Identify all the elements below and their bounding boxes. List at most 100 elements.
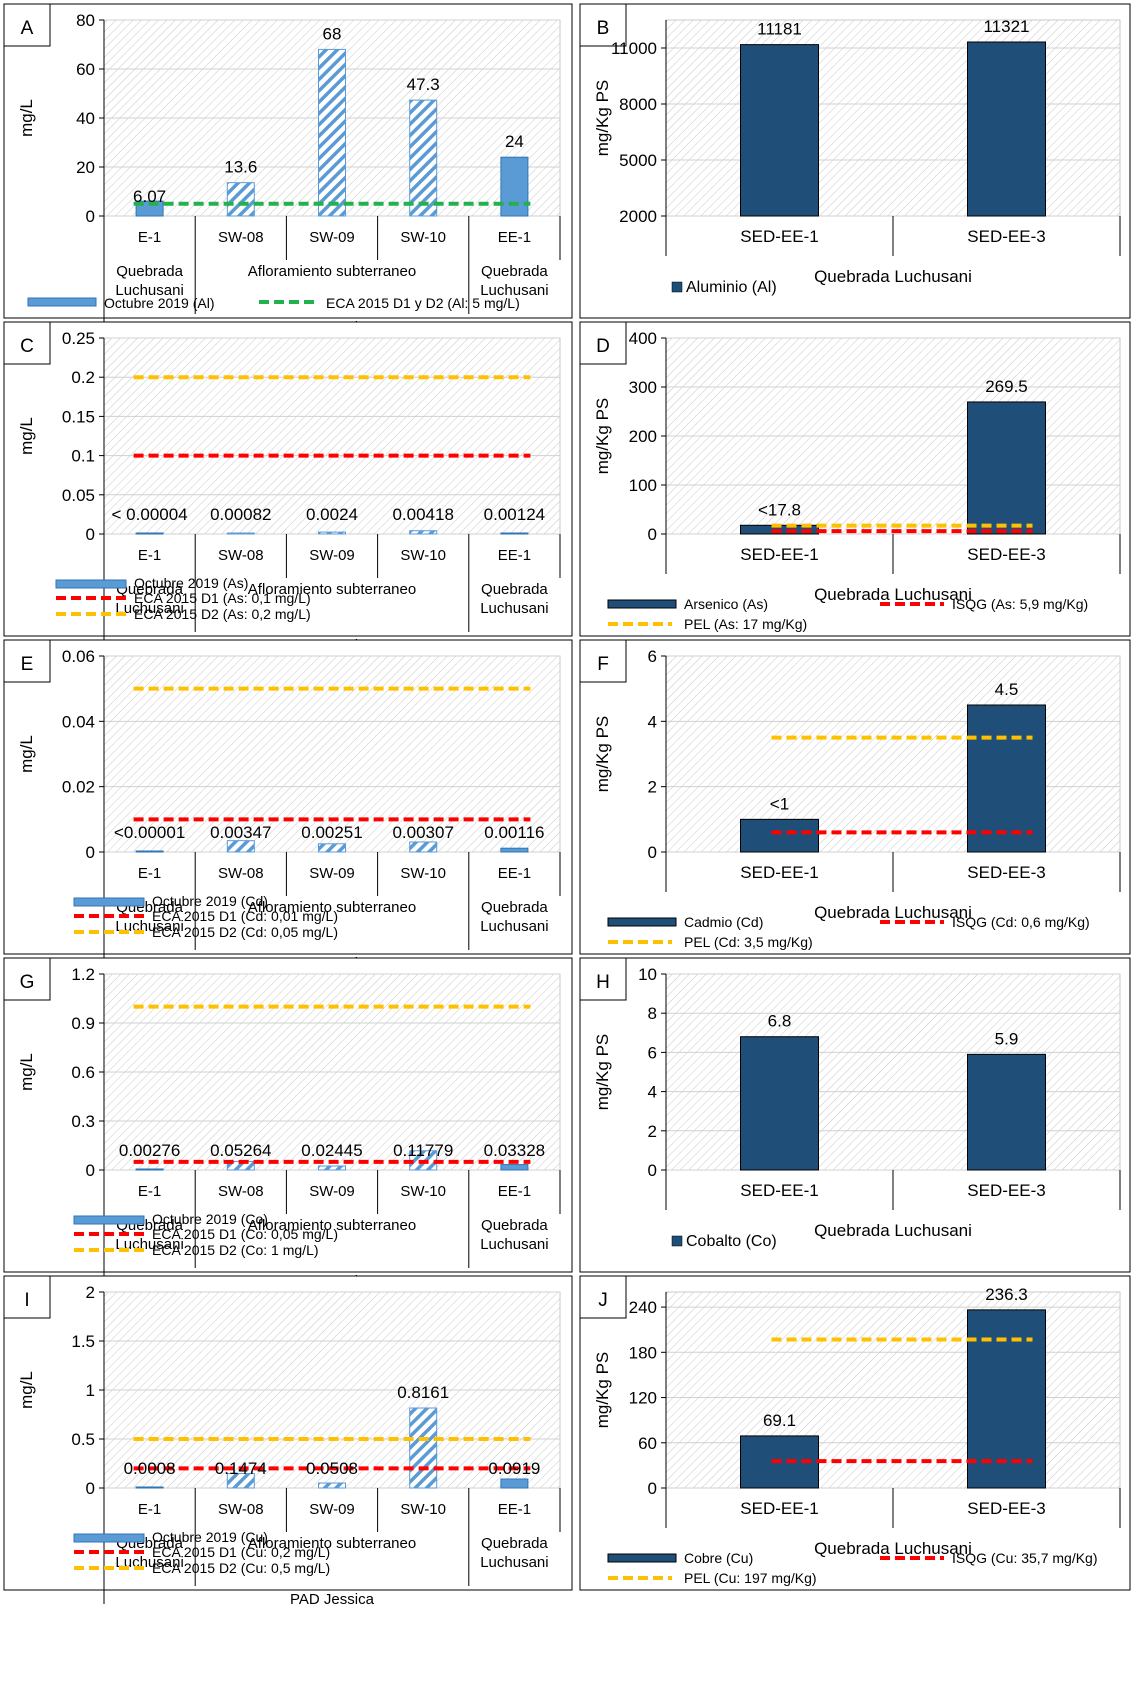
y-tick-label: 0.6: [71, 1063, 95, 1082]
bar-sw-08: [226, 182, 255, 217]
panel-letter: I: [24, 1290, 29, 1311]
category-label: SW-09: [309, 547, 355, 564]
legend-bar-key: [73, 1215, 145, 1225]
category-label: SW-10: [400, 865, 446, 882]
panel-badge: [579, 1275, 627, 1319]
legend-bar-key: [55, 579, 127, 589]
panel-letter: E: [21, 654, 34, 675]
category-label: SED-EE-1: [740, 545, 818, 564]
bar-sed-ee-3: [967, 401, 1046, 535]
y-axis-label: mg/L: [17, 735, 36, 773]
bar-sw-09: [318, 48, 346, 217]
y-tick-label: 8000: [619, 95, 657, 114]
data-label: 0.02445: [301, 1141, 362, 1160]
bar-ee-1: [500, 532, 529, 535]
category-label: EE-1: [498, 229, 531, 246]
bar-sw-09: [318, 531, 346, 535]
y-tick-label: 2: [648, 778, 657, 797]
y-tick-label: 1.2: [71, 965, 95, 984]
data-label: <0.00001: [114, 823, 185, 842]
y-tick-label: 0: [86, 207, 95, 226]
panel-letter: A: [21, 18, 34, 39]
category-label: SW-10: [400, 1501, 446, 1518]
data-label: 0.00124: [484, 505, 545, 524]
category-label: SW-09: [309, 1501, 355, 1518]
panel-badge: [3, 639, 51, 683]
legend-label: Cadmio (Cd): [684, 914, 763, 930]
group-label: Luchusani: [480, 282, 548, 299]
y-tick-label: 11000: [611, 39, 657, 58]
category-label: SW-08: [218, 865, 264, 882]
chart-panel-f: F 0 2 4 6 mg/Kg PS <1 4.5 SED-EE-1 SED-EE-3 Quebra…: [579, 639, 1131, 955]
bar-sed-ee-1: [740, 1036, 819, 1171]
y-tick-label: 8: [648, 1004, 657, 1023]
group-label: Afloramiento subterraneo: [248, 1217, 416, 1234]
bar-ee-1: [500, 1164, 529, 1171]
y-axis-label: mg/Kg PS: [593, 1352, 612, 1429]
category-label: EE-1: [498, 1183, 531, 1200]
bar-sw-09: [318, 843, 346, 853]
group-label: Luchusani: [115, 282, 183, 299]
chart-panel-e: E 0 0.02 0.04 0.06 mg/L <0.00001 0.00347 0.00251…: [3, 639, 573, 972]
bar-sw-09: [318, 1165, 346, 1171]
panel-badge: [579, 639, 627, 683]
data-label: 68: [323, 24, 342, 43]
panel-badge: [3, 1275, 51, 1319]
chart-panel-d: D 0 100 200 300 400 mg/Kg PS <17.8 269.5 SED-EE-1…: [579, 321, 1131, 637]
legend-label: PEL (Cd: 3,5 mg/Kg): [684, 934, 813, 950]
y-tick-label: 2: [648, 1122, 657, 1141]
data-label: <17.8: [758, 500, 801, 519]
chart-panel-b: B 2000 5000 8000 11000 mg/Kg PS 11181 11321 SED-…: [579, 3, 1131, 319]
chart-panel-g: G 0 0.3 0.6 0.9 1.2 mg/L 0.00276 0.05264 0.02445 0…: [3, 957, 573, 1290]
y-tick-label: 4: [648, 712, 657, 731]
legend-label: Arsenico (As): [684, 596, 768, 612]
y-tick-label: 0: [648, 525, 657, 544]
y-tick-label: 0.04: [62, 712, 95, 731]
legend-label: ECA 2015 D2 (Cu: 0,5 mg/L): [152, 1560, 330, 1576]
y-tick-label: 40: [76, 109, 95, 128]
bar-sed-ee-3: [967, 1053, 1046, 1171]
legend-bar-key: [671, 281, 683, 293]
bar-sed-ee-3: [967, 41, 1046, 217]
data-label: 0.1474: [215, 1459, 267, 1478]
panel-letter: B: [597, 18, 610, 39]
y-tick-label: 4: [648, 1083, 657, 1102]
legend-bar-key: [73, 1533, 145, 1543]
legend-label: Cobalto (Co): [686, 1233, 777, 1250]
legend-label: Cobre (Cu): [684, 1550, 753, 1566]
super-group-label: Quebrada Luchusani: [814, 1539, 972, 1558]
panel-letter: D: [596, 336, 610, 357]
panel-badge: [3, 3, 51, 47]
category-label: SW-08: [218, 229, 264, 246]
y-tick-label: 60: [638, 1434, 657, 1453]
y-tick-label: 0.5: [71, 1430, 95, 1449]
category-label: SW-10: [400, 1183, 446, 1200]
category-label: E-1: [138, 547, 161, 564]
bar-e-1: [135, 1168, 164, 1171]
legend-label: Octubre 2019 (Al): [104, 295, 215, 311]
data-label: 0.0919: [488, 1459, 540, 1478]
plot-area: [103, 337, 561, 535]
data-label: 0.00251: [301, 823, 362, 842]
chart-panel-a: A 0 20 40 60 80 mg/L 6.07 13.6 68 47.3 24 E-1 SW-08 SW…: [3, 3, 573, 336]
legend-label: ISQG (Cu: 35,7 mg/Kg): [952, 1550, 1098, 1566]
y-tick-label: 0.15: [62, 407, 95, 426]
panel-letter: F: [597, 654, 609, 675]
y-tick-label: 0.25: [62, 329, 95, 348]
group-label: Luchusani: [480, 1554, 548, 1571]
panel-badge: [579, 3, 627, 47]
category-label: EE-1: [498, 865, 531, 882]
bar-ee-1: [500, 847, 529, 853]
y-axis-label: mg/L: [17, 1371, 36, 1409]
plot-area: [665, 19, 1121, 217]
chart-panel-h: H 0 2 4 6 8 10 mg/Kg PS 6.8 5.9 SED-EE-1 SED-EE-3 Qu…: [579, 957, 1131, 1273]
group-label: Quebrada: [481, 1217, 548, 1234]
y-tick-label: 2000: [619, 207, 657, 226]
data-label: 0.00347: [210, 823, 271, 842]
y-tick-label: 20: [76, 158, 95, 177]
y-axis-label: mg/L: [17, 1053, 36, 1091]
y-tick-label: 0.9: [71, 1014, 95, 1033]
bar-sw-08: [226, 840, 255, 853]
data-label: 0.05264: [210, 1141, 271, 1160]
